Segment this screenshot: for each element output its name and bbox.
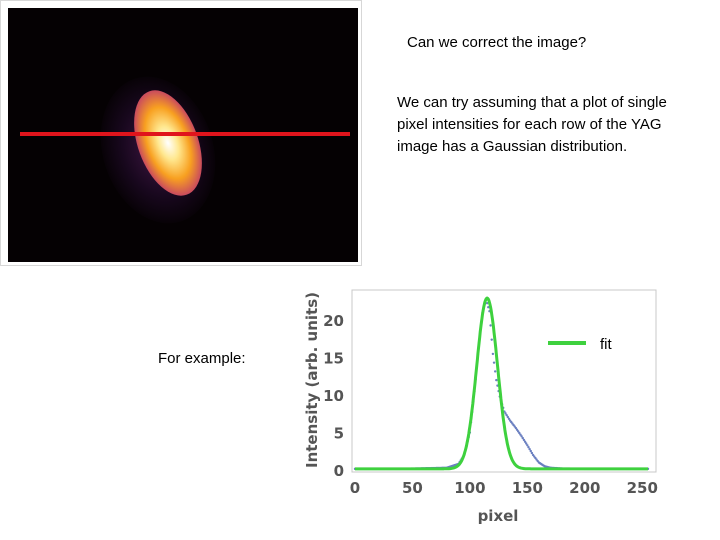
plot-frame [351, 289, 657, 473]
x-tick-label: 0 [350, 479, 360, 497]
y-axis-title: Intensity (arb. units) [303, 292, 321, 468]
y-axis: 0 5 10 15 20 [323, 312, 344, 480]
data-point [492, 361, 496, 364]
data-point [507, 417, 511, 420]
example-label: For example: [158, 350, 246, 367]
intensity-profile-chart: 0 5 10 15 20 0 50 100 150 200 250 Intensity (arb.… [303, 289, 658, 525]
data-point [525, 442, 528, 445]
data-point [485, 302, 489, 305]
x-tick-label: 200 [569, 479, 600, 497]
data-point [490, 338, 493, 341]
data-point [528, 447, 531, 451]
data-point [522, 438, 526, 442]
data-series-points [353, 298, 650, 471]
data-point [487, 306, 490, 309]
yag-image-frame [0, 0, 362, 266]
y-tick-label: 15 [323, 350, 344, 368]
data-point [526, 444, 529, 447]
data-point [505, 413, 508, 417]
selected-row-line [20, 132, 350, 136]
x-tick-label: 250 [627, 479, 658, 497]
fit-curve [355, 296, 648, 471]
x-tick-label: 150 [512, 479, 543, 497]
data-point [530, 451, 534, 455]
data-point [506, 415, 510, 419]
x-tick-label: 50 [402, 479, 423, 497]
x-axis: 0 50 100 150 200 250 [350, 479, 658, 497]
legend-fit-label: fit [600, 336, 613, 353]
x-axis-title: pixel [478, 507, 519, 525]
question-text: Can we correct the image? [407, 34, 587, 51]
data-point [521, 436, 524, 440]
y-tick-label: 20 [323, 312, 344, 330]
data-point [520, 435, 523, 438]
data-point [495, 378, 498, 382]
data-point [527, 446, 530, 449]
x-tick-label: 100 [454, 479, 485, 497]
data-point [529, 449, 532, 453]
data-point [493, 370, 497, 373]
y-tick-label: 5 [334, 425, 344, 443]
data-point [491, 352, 495, 356]
data-point [504, 412, 507, 415]
y-tick-label: 10 [323, 387, 344, 405]
data-point [489, 324, 492, 327]
assumption-text: We can try assuming that a plot of singl… [397, 94, 667, 155]
y-tick-label: 0 [334, 462, 344, 480]
data-point [523, 440, 527, 443]
